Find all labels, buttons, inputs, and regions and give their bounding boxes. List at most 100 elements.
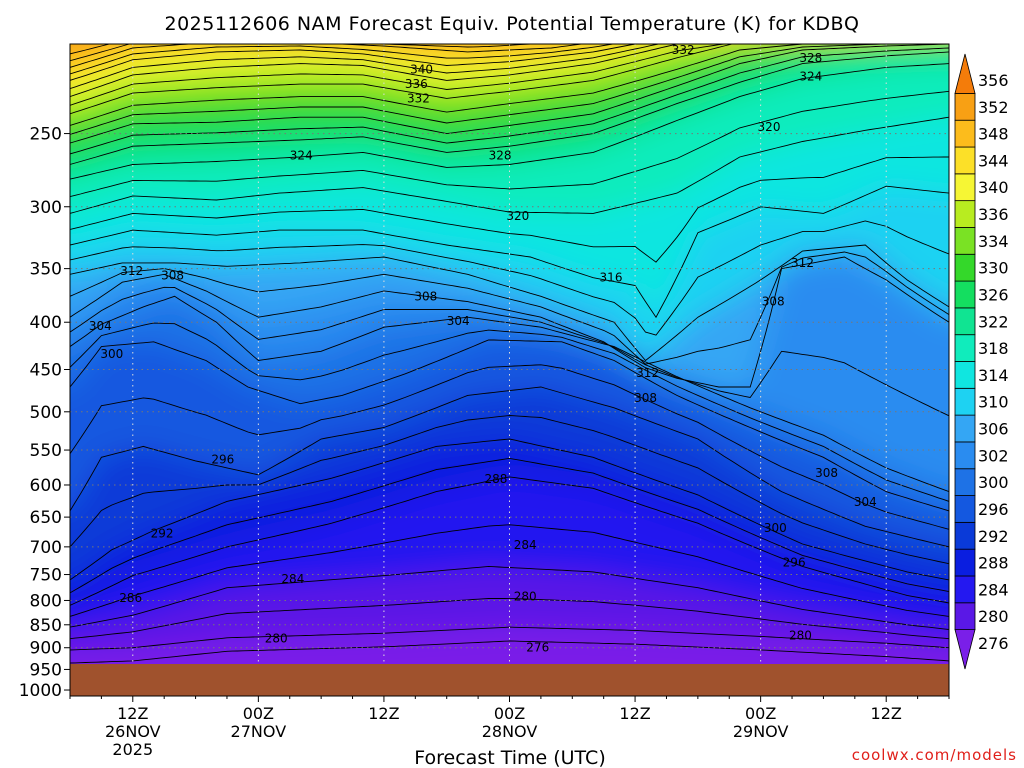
contour-line	[70, 286, 949, 417]
contour-line	[70, 476, 949, 606]
contour-label: 304	[854, 495, 877, 509]
credit-link[interactable]: coolwx.com/models	[852, 746, 1017, 764]
band-348	[70, 44, 582, 68]
color-bands	[70, 44, 949, 696]
contour-line	[70, 51, 949, 165]
contour-label: 324	[290, 148, 313, 162]
contour-line	[70, 524, 949, 617]
colorbar-label: 288	[978, 554, 1009, 573]
x-tick-label: 12Z	[117, 704, 148, 723]
y-tick-label: 450	[30, 361, 62, 381]
colorbar-swatch	[954, 307, 976, 336]
contour-label: 276	[526, 641, 549, 655]
y-tick-label: 500	[30, 403, 62, 423]
colorbar-swatch	[954, 334, 976, 362]
contour-line	[70, 47, 949, 155]
contour-line	[70, 438, 949, 581]
colorbar-label: 302	[978, 446, 1009, 465]
contour-line	[70, 295, 949, 493]
colorbar-label: 352	[978, 98, 1009, 117]
colorbar-swatch	[954, 521, 976, 550]
y-tick-label: 550	[30, 441, 62, 461]
colorbar-swatch	[954, 119, 976, 148]
y-tick-label: 300	[30, 198, 62, 218]
y-axis: 250 300 350 400 450 500 550 600 650 700 750 800 850 9…	[19, 125, 70, 701]
y-tick-label: 350	[30, 260, 62, 280]
x-tick-label: 00Z	[745, 704, 776, 723]
colorbar-label: 306	[978, 420, 1009, 439]
y-tick-label: 950	[30, 660, 62, 680]
contour-label: 312	[791, 256, 814, 270]
colorbar-label: 336	[978, 205, 1009, 224]
x-axis-label: Forecast Time (UTC)	[414, 747, 605, 768]
contour-label: 280	[514, 589, 537, 603]
contour-label: 284	[281, 572, 304, 586]
colorbar-swatch	[954, 173, 976, 202]
colorbar-swatch	[954, 629, 976, 670]
contour-line	[70, 44, 687, 98]
contour-line	[70, 44, 734, 115]
y-tick-label: 900	[30, 639, 62, 659]
contour-label: 292	[151, 526, 174, 540]
contour-label: 288	[484, 472, 507, 486]
colorbar-swatch	[954, 253, 976, 282]
colorbar: 276 280 284 288 292 296 300 302 306 310 314 318 322 3…	[954, 53, 1009, 670]
contour-label: 308	[634, 391, 657, 405]
colorbar-label: 292	[978, 527, 1009, 546]
contour-line	[70, 116, 949, 214]
contour-label: 304	[89, 319, 112, 333]
contour-label: 280	[265, 632, 288, 646]
contour-line	[70, 63, 949, 180]
contour-label: 300	[764, 521, 787, 535]
x-tick-label: 00Z	[494, 704, 525, 723]
x-tick-label: 00Z	[243, 704, 274, 723]
contour-label: 328	[799, 51, 822, 65]
colorbar-swatch	[954, 200, 976, 228]
x-tick-label: 29NOV	[733, 722, 789, 741]
contour-line	[70, 156, 949, 263]
colorbar-label: 348	[978, 125, 1009, 144]
contour-line	[70, 90, 949, 198]
contour-line	[70, 457, 949, 594]
colorbar-swatch	[954, 548, 976, 577]
contour-label: 332	[672, 43, 695, 57]
x-tick-label: 26NOV	[105, 722, 161, 741]
colorbar-swatch	[954, 93, 976, 121]
x-tick-label: 2025	[112, 740, 153, 759]
contour-label: 316	[600, 271, 623, 285]
colorbar-swatch	[954, 227, 976, 255]
contour-line	[70, 640, 949, 664]
contour-label: 320	[758, 120, 781, 134]
colorbar-label: 322	[978, 312, 1009, 331]
contour-label: 300	[100, 347, 123, 361]
colorbar-label: 296	[978, 500, 1009, 519]
colorbar-swatch	[954, 53, 976, 94]
band-group	[70, 44, 949, 696]
contour-line	[70, 322, 949, 502]
colorbar-swatch	[954, 361, 976, 389]
x-tick-label: 12Z	[368, 704, 399, 723]
contour-label: 324	[799, 70, 822, 84]
y-tick-label: 600	[30, 476, 62, 496]
colorbar-swatch	[954, 414, 976, 443]
y-tick-label: 400	[30, 313, 62, 333]
contour-line	[70, 415, 949, 565]
colorbar-swatch	[954, 468, 976, 496]
contour-line	[70, 251, 949, 365]
colorbar-label: 330	[978, 259, 1009, 278]
band-344	[70, 44, 636, 81]
contour-line	[70, 44, 661, 90]
colorbar-swatch	[954, 280, 976, 309]
colorbar-label: 300	[978, 473, 1009, 492]
x-tick-label: 28NOV	[482, 722, 538, 741]
colorbar-swatch	[954, 495, 976, 523]
y-tick-label: 700	[30, 538, 62, 558]
contour-label: 296	[211, 452, 234, 466]
contour-line	[70, 364, 949, 530]
colorbar-swatch	[954, 146, 976, 175]
contour-label: 308	[762, 295, 785, 309]
y-tick-label: 250	[30, 125, 62, 145]
